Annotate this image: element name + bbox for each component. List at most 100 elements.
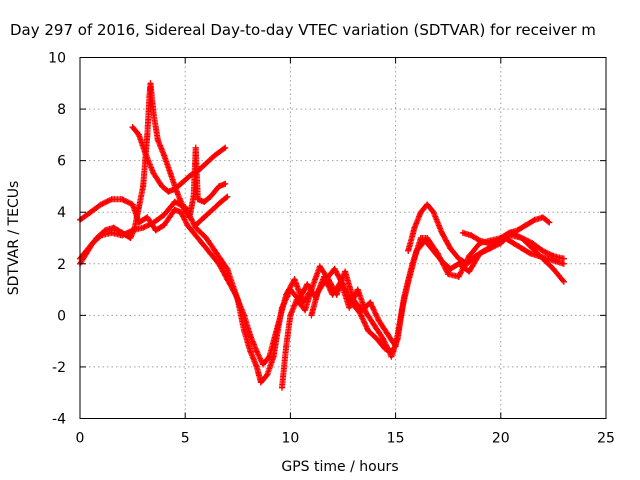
data-point <box>253 363 260 370</box>
data-point <box>560 278 567 285</box>
data-point <box>544 255 551 262</box>
data-point <box>274 322 281 329</box>
data-point <box>180 204 187 211</box>
data-point <box>455 273 462 280</box>
data-point <box>342 268 349 275</box>
data-point <box>546 219 553 226</box>
data-point <box>209 206 216 213</box>
data-point <box>203 160 210 167</box>
x-tick-label: 20 <box>492 431 510 447</box>
x-tick-label: 25 <box>597 431 615 447</box>
data-point <box>215 260 222 267</box>
data-point <box>447 245 454 252</box>
data-point <box>392 343 399 350</box>
data-point <box>363 309 370 316</box>
tick-layer: 0 5 10 15 20 25 -4 -2 0 2 4 6 8 10 <box>48 51 615 447</box>
data-point <box>375 317 382 324</box>
data-point <box>184 222 191 229</box>
data-point <box>417 209 424 216</box>
data-point <box>384 330 391 337</box>
data-point <box>333 291 340 298</box>
data-point <box>356 309 363 316</box>
series-track-h <box>405 201 553 267</box>
data-point <box>502 235 508 241</box>
y-tick-label: 0 <box>57 308 66 324</box>
data-point <box>464 260 471 267</box>
plot-frame <box>79 57 607 419</box>
data-point <box>518 245 525 252</box>
data-point <box>199 240 205 247</box>
data-point <box>224 276 231 283</box>
data-point <box>232 291 239 298</box>
data-point <box>146 93 153 100</box>
data-point <box>371 322 378 329</box>
y-tick-label: -2 <box>52 360 66 376</box>
data-point <box>539 214 546 221</box>
data-point <box>308 286 315 293</box>
data-point <box>466 253 473 259</box>
y-tick-label: 4 <box>57 205 66 221</box>
data-point <box>293 296 300 303</box>
data-point <box>283 343 290 350</box>
data-point <box>302 307 309 314</box>
data-point <box>279 384 285 391</box>
data-point <box>447 265 454 272</box>
data-point <box>266 353 273 360</box>
data-point <box>424 201 431 208</box>
data-point <box>417 235 424 241</box>
data-point <box>93 235 100 241</box>
data-point <box>150 111 157 118</box>
data-point <box>430 209 437 216</box>
data-point <box>253 348 260 355</box>
data-point <box>529 245 536 252</box>
data-point <box>129 124 136 131</box>
x-tick-label: 15 <box>387 431 405 447</box>
y-tick-label: 10 <box>48 51 66 67</box>
data-point <box>135 131 142 138</box>
data-point <box>405 247 412 254</box>
data-point <box>161 152 168 159</box>
data-point <box>380 335 386 342</box>
data-point <box>481 247 487 254</box>
data-point <box>110 224 117 231</box>
series-track-g <box>279 286 315 391</box>
data-point <box>140 183 147 190</box>
data-point <box>87 209 94 216</box>
data-point <box>150 170 157 177</box>
data-point <box>171 198 178 205</box>
x-tick-label: 10 <box>281 431 299 447</box>
data-point <box>531 216 538 223</box>
data-point <box>476 237 483 244</box>
data-point <box>514 227 521 234</box>
data-point <box>247 348 254 355</box>
data-point <box>215 183 222 190</box>
data-point <box>142 149 149 156</box>
data-point <box>247 333 254 339</box>
data-point <box>186 173 193 180</box>
data-point <box>119 196 126 203</box>
data-point <box>207 250 214 257</box>
x-tick-label: 5 <box>181 431 190 447</box>
data-point <box>445 271 452 278</box>
data-point <box>85 245 92 252</box>
data-point <box>131 224 138 231</box>
data-point <box>340 281 346 288</box>
data-point <box>178 209 184 216</box>
data-point <box>154 137 161 143</box>
data-point <box>186 214 193 221</box>
data-point <box>552 258 559 265</box>
data-point <box>222 144 229 151</box>
x-axis-label: GPS time / hours <box>281 459 398 475</box>
data-point <box>222 180 229 187</box>
data-point <box>472 253 479 259</box>
data-point <box>365 327 372 334</box>
data-point <box>213 250 220 257</box>
data-point <box>331 265 338 272</box>
y-tick-label: -4 <box>52 412 66 428</box>
data-point <box>211 152 218 159</box>
y-axis-label: SDTVAR / TECUs <box>6 181 22 296</box>
data-point <box>485 240 492 247</box>
data-point <box>405 278 412 285</box>
data-point <box>518 235 525 241</box>
data-point <box>224 265 231 272</box>
